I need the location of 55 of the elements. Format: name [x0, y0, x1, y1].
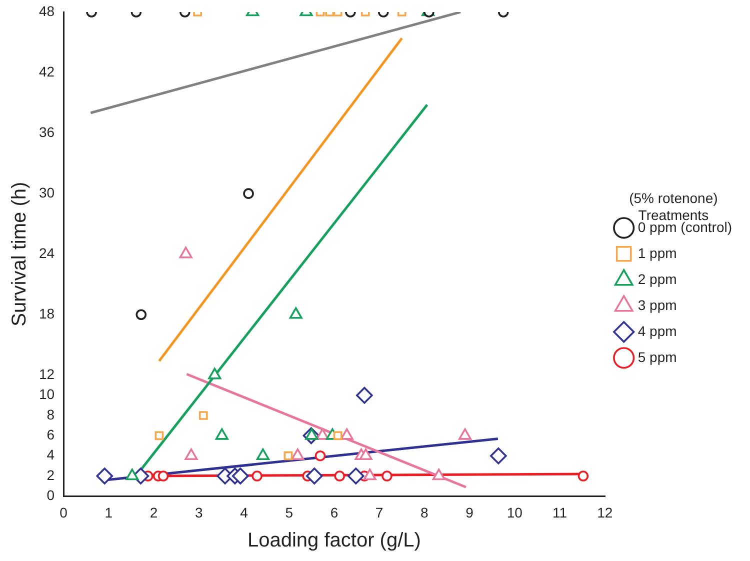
x-tick-label: 7: [375, 504, 384, 520]
point: [284, 451, 293, 460]
point: [126, 468, 139, 480]
x-tick-label: 6: [330, 504, 338, 520]
y-tick-label: 10: [38, 386, 55, 402]
y-tick-label: 8: [46, 406, 55, 422]
point: [363, 468, 376, 480]
point: [96, 468, 114, 484]
y-tick-label: 4: [46, 446, 55, 463]
y-tick-label: 48: [38, 2, 55, 19]
point: [306, 468, 323, 484]
legend-label: 4 ppm: [638, 322, 677, 339]
x-tick-label: 1: [104, 504, 113, 520]
point: [347, 468, 364, 484]
y-tick-label: 6: [46, 426, 55, 443]
x-tick-label: 8: [420, 504, 429, 520]
x-tick-label: 12: [597, 504, 613, 520]
legend-label: 1 ppm: [638, 244, 677, 261]
point: [432, 468, 446, 480]
x-tick-label: 10: [506, 504, 523, 520]
y-tick-label: 12: [38, 366, 55, 382]
legend-label: 5 ppm: [638, 348, 677, 365]
x-tick-label: 4: [240, 504, 248, 520]
y-axis-title: Survival time (h): [8, 182, 31, 326]
x-tick-label: 3: [194, 504, 203, 520]
y-tick-label: 24: [38, 244, 55, 261]
x-tick-label: 2: [150, 504, 158, 520]
y-tick-label: 0: [46, 487, 55, 504]
y-tick-label: 30: [38, 184, 55, 200]
point: [158, 470, 169, 482]
point: [578, 470, 589, 482]
legend-label: 2 ppm: [638, 270, 677, 287]
point: [314, 450, 326, 462]
y-tick-label: 42: [38, 63, 55, 80]
point: [243, 188, 254, 199]
x-tick-label: 9: [466, 504, 474, 520]
legend-title: (5% rotenone) Treatments: [629, 190, 718, 223]
point: [154, 431, 164, 440]
y-tick-label: 2: [46, 466, 55, 483]
y-tick-label: 36: [38, 124, 55, 140]
point: [382, 470, 392, 482]
x-tick-label: 0: [60, 504, 68, 520]
point: [252, 470, 262, 482]
legend-label: 3 ppm: [638, 296, 677, 313]
point: [136, 309, 147, 320]
point: [198, 411, 208, 420]
y-tick-label: 18: [38, 305, 55, 322]
x-tick-label: 5: [285, 504, 294, 520]
x-tick-label: 11: [552, 504, 568, 520]
point: [356, 386, 373, 404]
point: [490, 447, 507, 464]
point: [333, 431, 342, 440]
x-axis-title: Loading factor (g/L): [247, 530, 421, 552]
point: [232, 468, 249, 484]
point: [334, 470, 346, 482]
